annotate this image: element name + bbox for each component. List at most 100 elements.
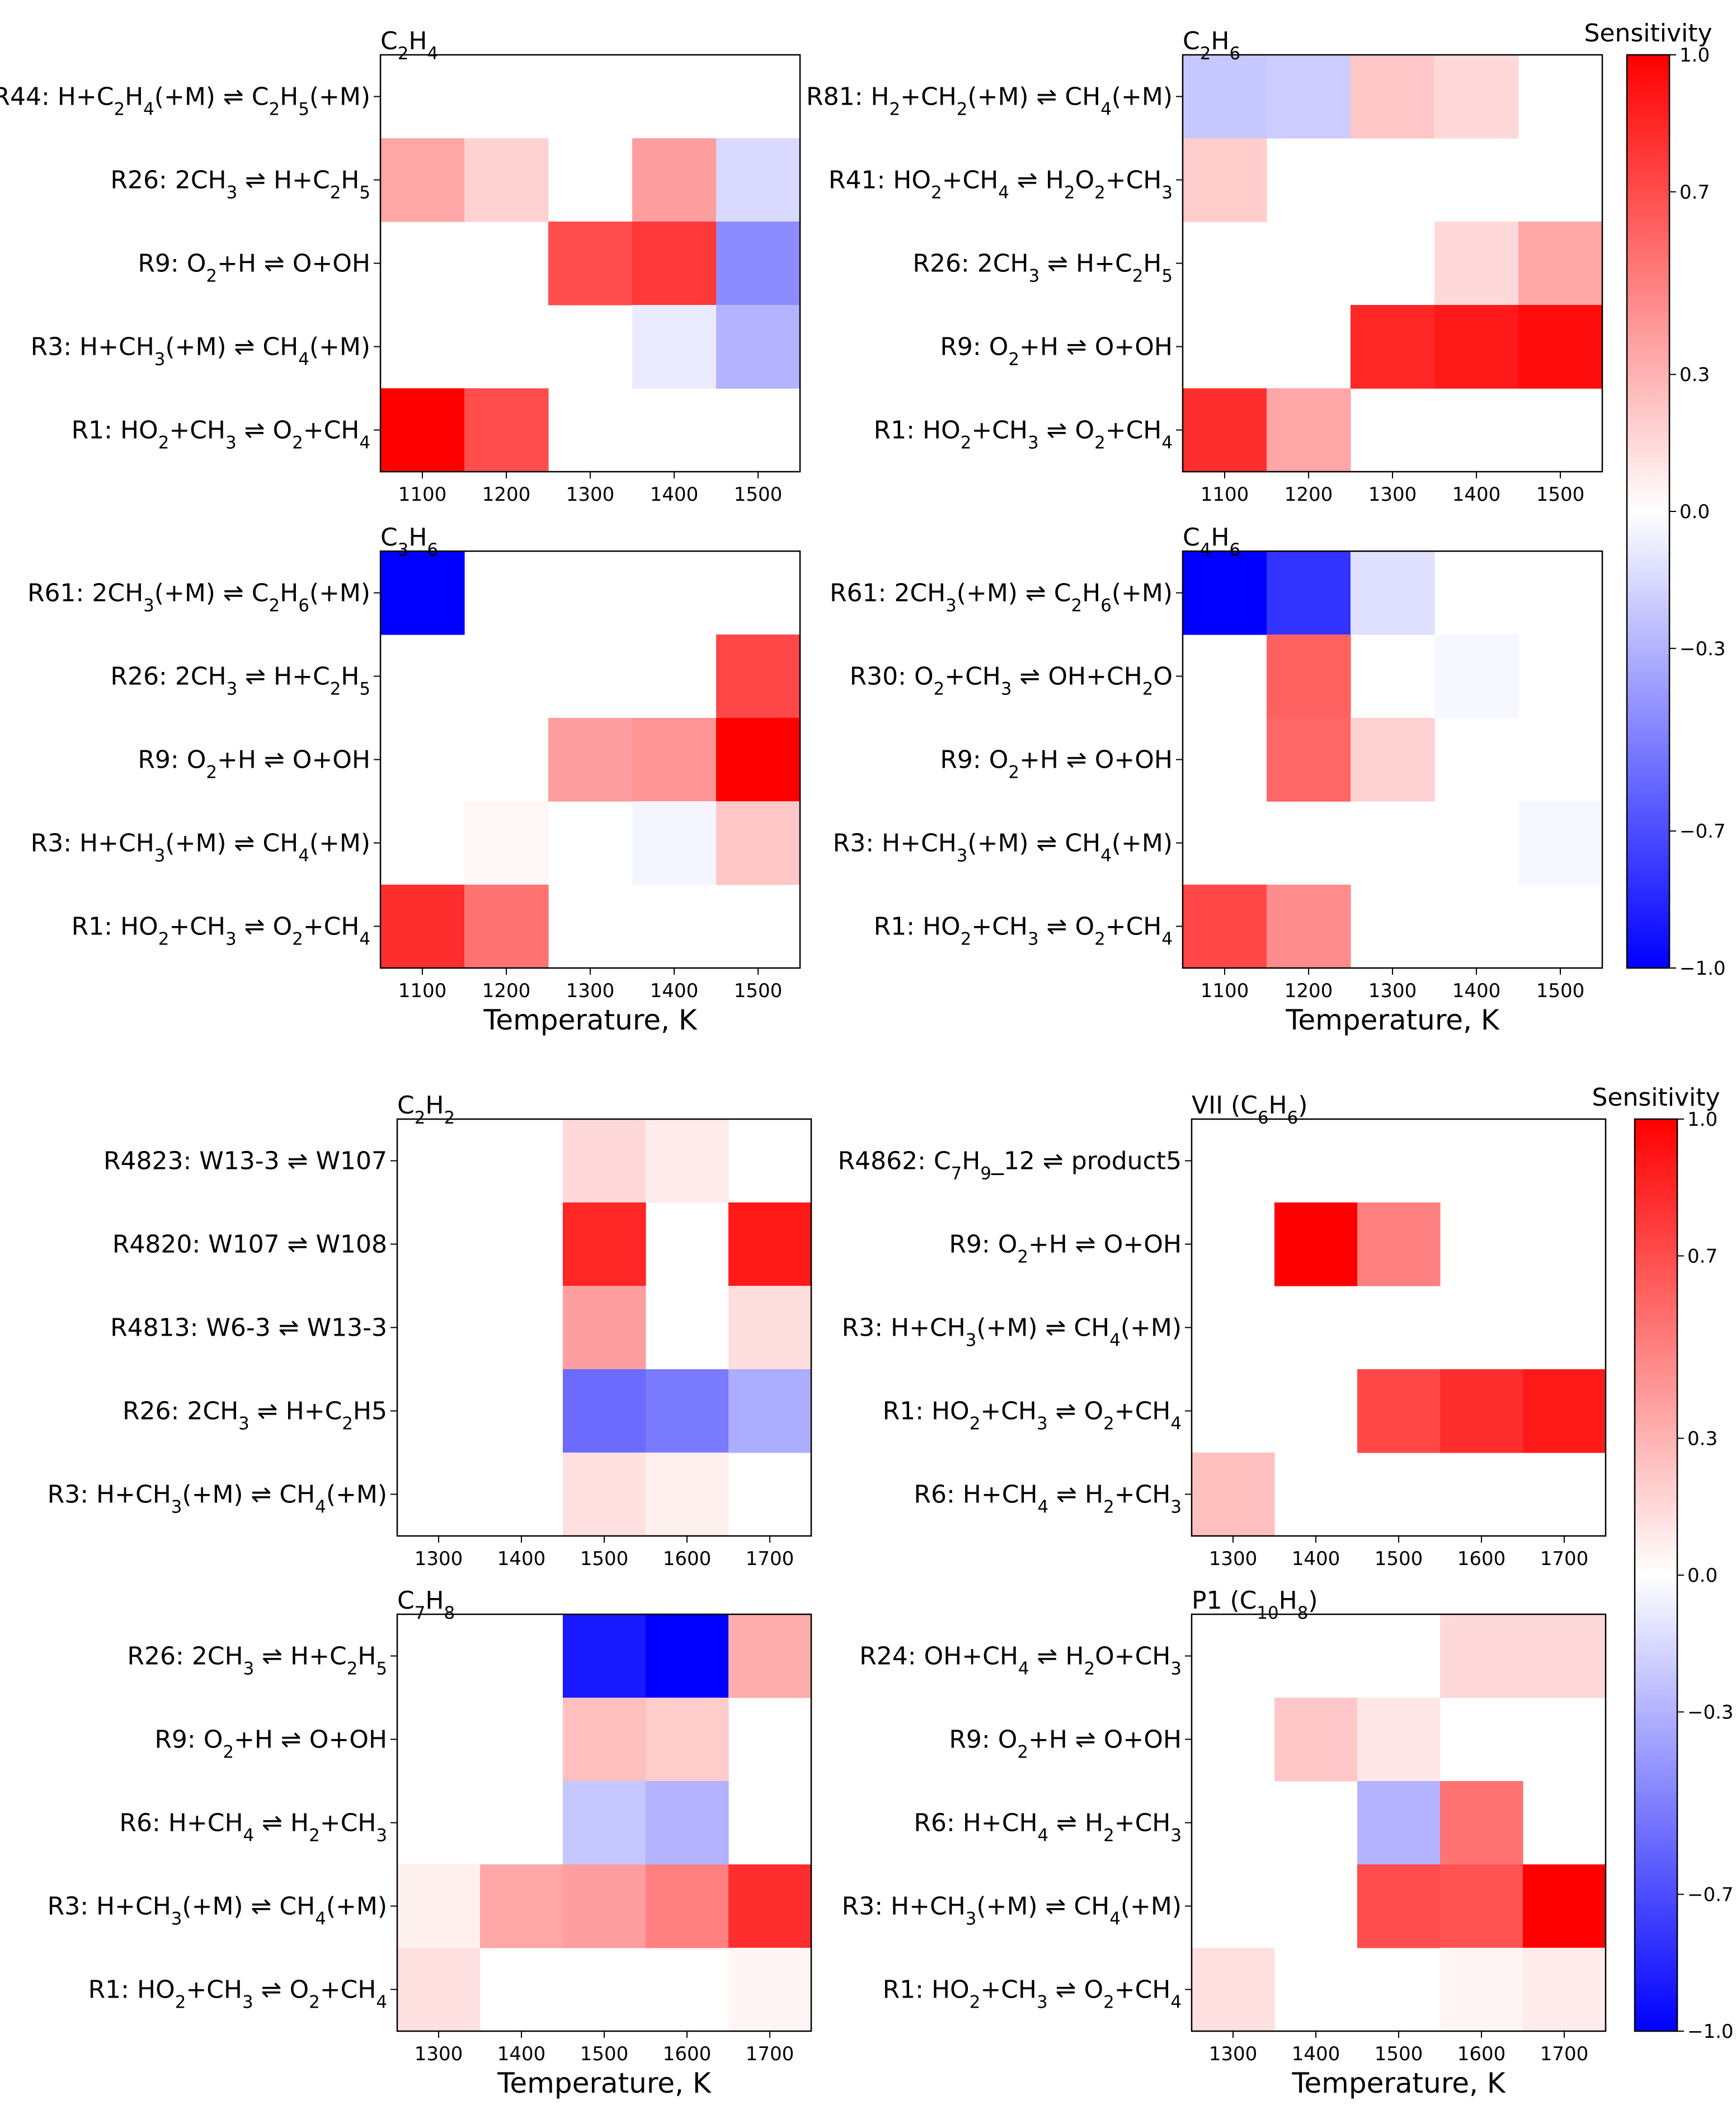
- x-tick-label: 1300: [415, 2043, 463, 2065]
- colorbar-gradient: [1634, 1118, 1678, 2032]
- heatmap-cell: [464, 388, 549, 472]
- x-tick-label: 1100: [1201, 980, 1249, 1002]
- x-tick-label: 1400: [650, 483, 699, 506]
- panel-title: C7H8: [397, 1586, 455, 1623]
- colorbar-gradient: [1626, 54, 1671, 969]
- heatmap-cell: [728, 1286, 812, 1370]
- heatmap-cell: [632, 138, 717, 222]
- x-axis-label: Temperature, K: [1285, 1004, 1500, 1036]
- heatmap-cell: [464, 885, 549, 969]
- y-tick-label: R26: 2CH3 ⇌ H+C2H5: [127, 1642, 387, 1679]
- colorbar-label: Sensitivity: [1584, 19, 1712, 48]
- heatmap-cell: [632, 305, 717, 389]
- colorbar-tick-label: 0.0: [1679, 501, 1710, 523]
- heatmap-cell: [1183, 388, 1267, 472]
- heatmap-cell: [632, 801, 717, 885]
- heatmap-panel-6: VII (C6H6) R4862: C7H9_12 ⇌ product5 R9: O…: [838, 1091, 1607, 1570]
- heatmap-cell: [1267, 388, 1351, 472]
- y-tick-label: R4823: W13-3 ⇌ W107: [103, 1147, 387, 1176]
- heatmap-cell: [397, 1948, 481, 2032]
- panel-title: P1 (C10H8): [1192, 1586, 1318, 1623]
- x-tick-label: 1700: [746, 2043, 794, 2065]
- heatmap-cell: [1274, 1698, 1358, 1782]
- x-tick-label: 1400: [1452, 483, 1501, 506]
- y-tick-label: R26: 2CH3 ⇌ H+C2H5: [110, 662, 370, 699]
- y-tick-label: R6: H+CH4 ⇌ H2+CH3: [119, 1809, 387, 1846]
- x-tick-label: 1700: [1540, 1548, 1589, 1570]
- x-tick-label: 1300: [1209, 1548, 1258, 1570]
- heatmap-panel-8: P1 (C10H8) R24: OH+CH4 ⇌ H2O+CH3 R9: O2+H …: [842, 1586, 1607, 2099]
- heatmap-cell: [563, 1864, 646, 1948]
- y-tick-label: R1: HO2+CH3 ⇌ O2+CH4: [883, 1976, 1182, 2013]
- heatmap-cell: [716, 718, 801, 802]
- colorbar-tick-label: −0.3: [1687, 1702, 1734, 1724]
- x-tick-label: 1400: [497, 2043, 546, 2065]
- x-tick-label: 1600: [1457, 2043, 1506, 2065]
- heatmap-cell: [548, 718, 633, 802]
- heatmap-cell: [1183, 55, 1267, 139]
- heatmap-cell: [464, 801, 549, 885]
- heatmap-cell: [1183, 551, 1267, 635]
- x-tick-label: 1300: [566, 483, 615, 506]
- x-tick-label: 1700: [746, 1548, 794, 1570]
- colorbar-tick-label: 0.7: [1687, 1246, 1718, 1268]
- x-tick-label: 1500: [1536, 483, 1585, 506]
- heatmap-cell: [1440, 1781, 1523, 1865]
- heatmap-cell: [1357, 1698, 1441, 1782]
- heatmap-cell: [1523, 1948, 1606, 2032]
- y-tick-label: R61: 2CH3(+M) ⇌ C2H6(+M): [830, 579, 1173, 616]
- y-tick-label: R3: H+CH3(+M) ⇌ CH4(+M): [31, 333, 370, 370]
- heatmap-cell: [728, 1369, 812, 1453]
- x-axis-label: Temperature, K: [483, 1004, 698, 1036]
- x-tick-label: 1400: [1292, 2043, 1340, 2065]
- y-tick-label: R9: O2+H ⇌ O+OH: [154, 1726, 387, 1763]
- panel-title: VII (C6H6): [1192, 1091, 1307, 1128]
- x-tick-label: 1100: [398, 483, 447, 506]
- heatmap-cell: [646, 1453, 729, 1537]
- heatmap-cell: [1267, 718, 1351, 802]
- heatmap-cell: [1357, 1202, 1441, 1286]
- x-tick-label: 1300: [1368, 483, 1417, 506]
- y-tick-label: R3: H+CH3(+M) ⇌ CH4(+M): [48, 1892, 387, 1929]
- y-tick-label: R4820: W107 ⇌ W108: [112, 1230, 387, 1259]
- heatmap-cell: [397, 1864, 481, 1948]
- heatmap-cell: [1267, 551, 1351, 635]
- heatmap-cell: [1440, 1948, 1523, 2032]
- colorbar-tick-label: 0.7: [1679, 181, 1710, 204]
- heatmap-cell: [1518, 222, 1603, 306]
- colorbar-tick-label: 0.3: [1679, 364, 1710, 386]
- y-tick-label: R1: HO2+CH3 ⇌ O2+CH4: [72, 913, 370, 950]
- y-tick-label: R9: O2+H ⇌ O+OH: [949, 1726, 1182, 1763]
- y-tick-label: R9: O2+H ⇌ O+OH: [138, 250, 370, 286]
- heatmap-cell: [1351, 718, 1435, 802]
- x-tick-label: 1400: [497, 1548, 546, 1570]
- y-tick-label: R1: HO2+CH3 ⇌ O2+CH4: [88, 1976, 387, 2013]
- heatmap-cell: [1267, 635, 1351, 718]
- colorbar-tick-label: −1.0: [1687, 2021, 1734, 2043]
- heatmap-cell: [632, 718, 717, 802]
- heatmap-cell: [563, 1286, 646, 1370]
- heatmap-cell: [1518, 305, 1603, 389]
- y-tick-label: R9: O2+H ⇌ O+OH: [940, 333, 1173, 370]
- y-tick-label: R9: O2+H ⇌ O+OH: [940, 746, 1173, 783]
- heatmap-cell: [1523, 1614, 1606, 1698]
- x-tick-label: 1600: [1457, 1548, 1506, 1570]
- x-tick-label: 1500: [1375, 2043, 1423, 2065]
- x-tick-label: 1400: [650, 980, 699, 1002]
- heatmap-cell: [1440, 1369, 1523, 1453]
- x-tick-label: 1500: [580, 2043, 629, 2065]
- heatmap-cell: [1351, 55, 1435, 139]
- heatmap-cell: [563, 1202, 646, 1286]
- panel-title: C2H2: [397, 1091, 455, 1128]
- colorbar-label: Sensitivity: [1592, 1083, 1720, 1112]
- heatmap-cell: [380, 138, 465, 222]
- y-tick-label: R41: HO2+CH4 ⇌ H2O2+CH3: [829, 166, 1173, 203]
- colorbar-tick-label: 0.0: [1687, 1564, 1718, 1587]
- heatmap-cell: [1434, 635, 1519, 718]
- heatmap-cell: [716, 222, 801, 306]
- x-tick-label: 1500: [580, 1548, 629, 1570]
- heatmap-cell: [646, 1614, 729, 1698]
- heatmap-cell: [380, 388, 465, 472]
